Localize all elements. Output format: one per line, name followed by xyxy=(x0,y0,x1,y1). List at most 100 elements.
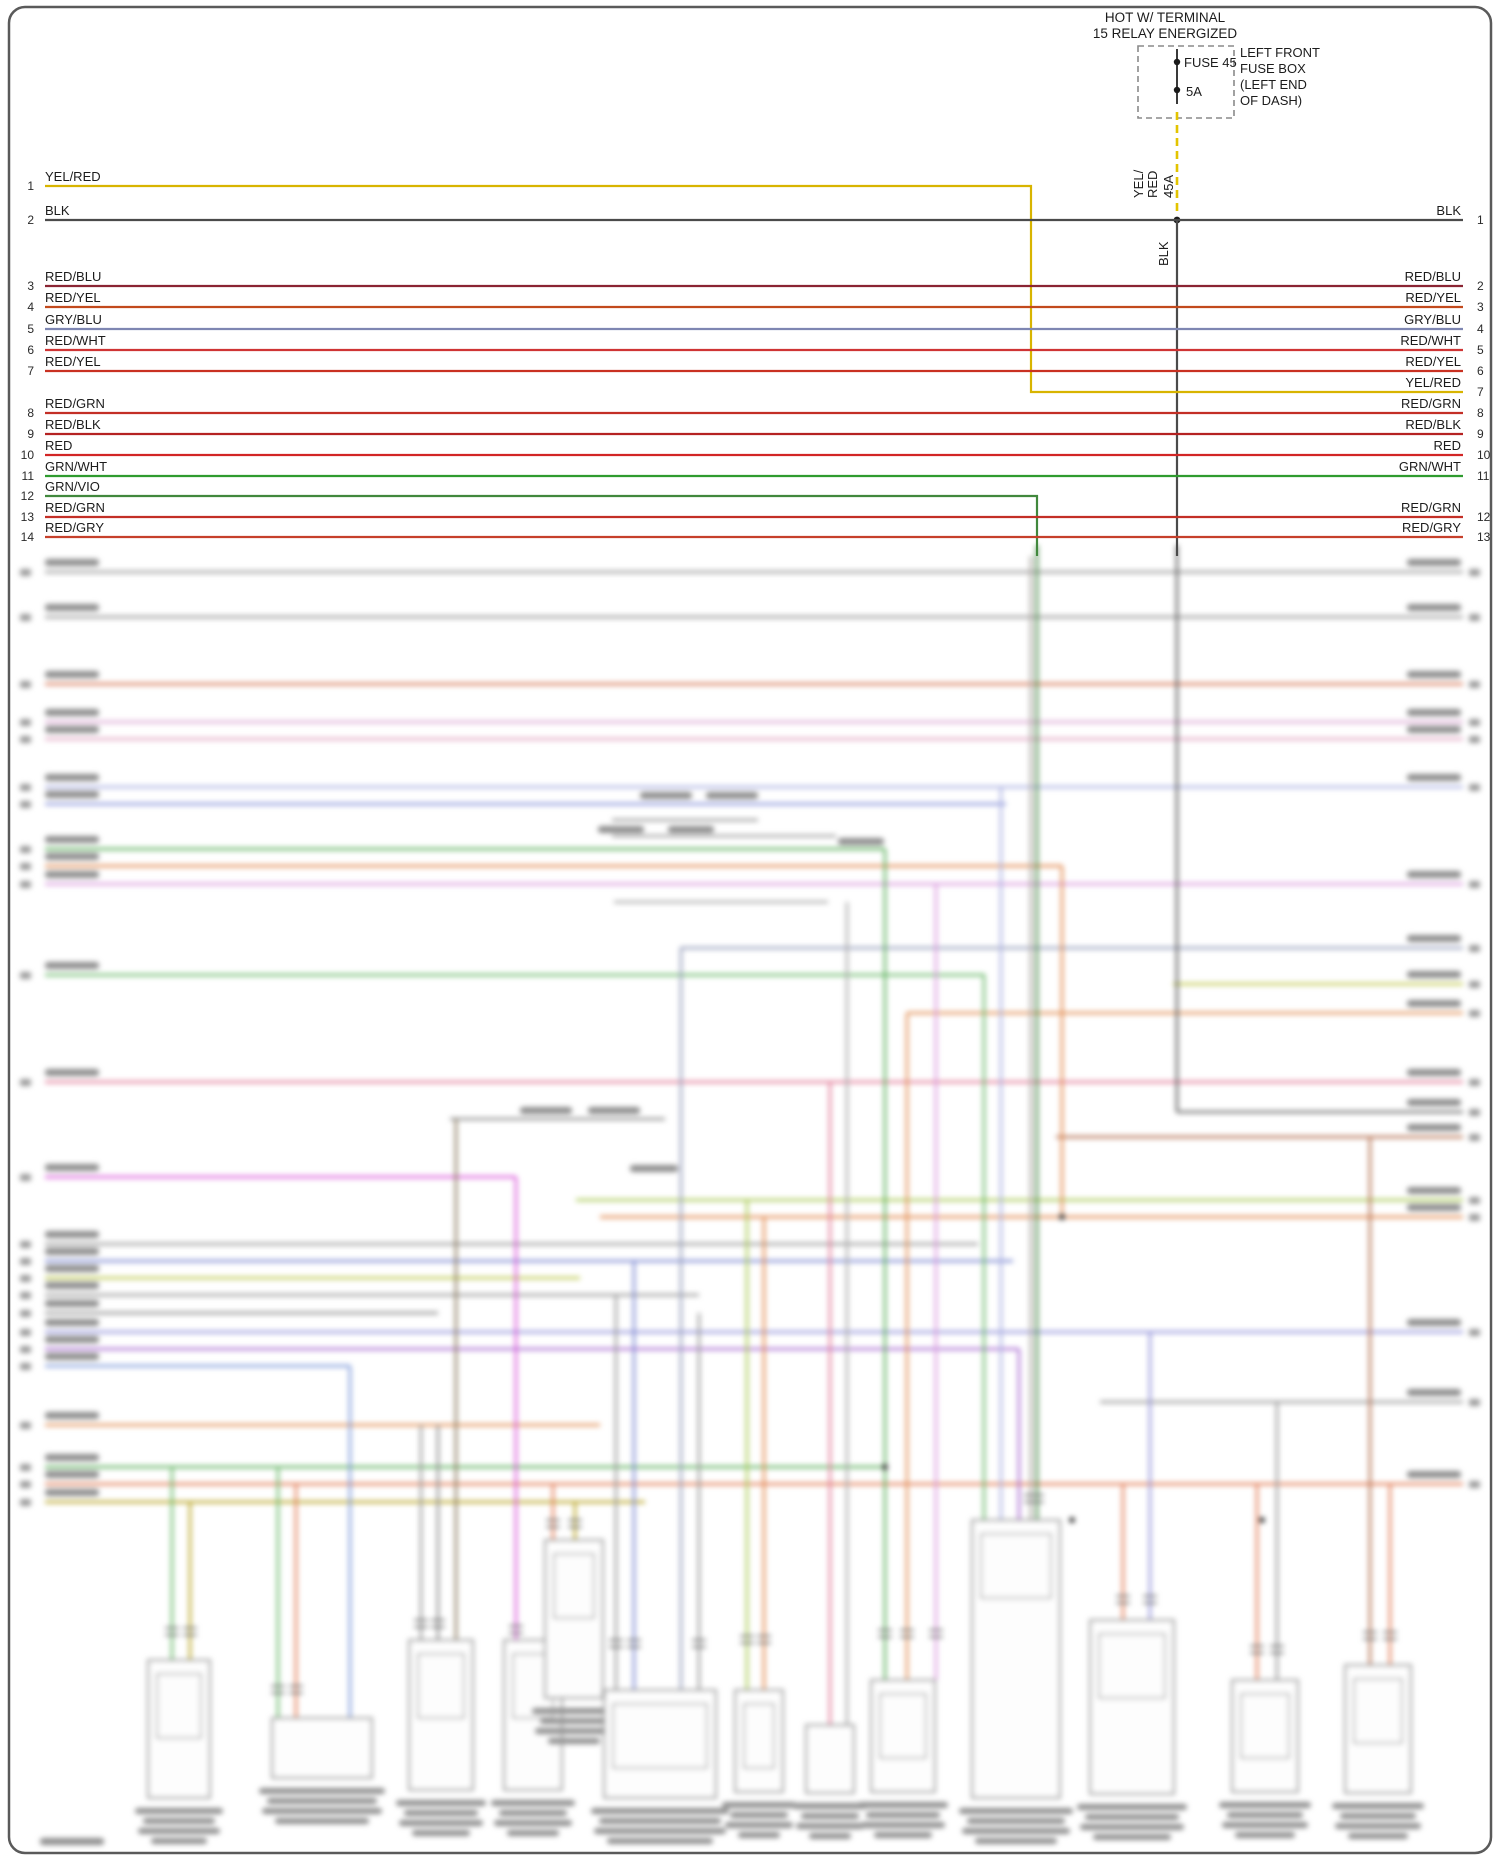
component-box xyxy=(544,1539,604,1699)
blurred-wire-label xyxy=(45,1489,99,1496)
blurred-label xyxy=(668,826,714,833)
wire-label-right: RED/GRY xyxy=(1402,520,1461,535)
blurred-wire-label xyxy=(45,604,99,611)
blurred-component-label xyxy=(259,1788,385,1794)
blurred-component-label xyxy=(1332,1803,1424,1809)
blurred-wire-label xyxy=(45,836,99,843)
blurred-component-label xyxy=(404,1810,478,1816)
blurred-wire-number xyxy=(20,1241,31,1248)
blurred-wire-label xyxy=(1407,709,1461,716)
blurred-wire-number xyxy=(20,1310,31,1317)
blurred-component-label xyxy=(1093,1834,1171,1840)
blurred-wire-label xyxy=(45,671,99,678)
wire-label-right: RED/BLK xyxy=(1405,417,1461,432)
wire-number-left: 14 xyxy=(21,530,35,544)
blurred-component-label xyxy=(499,1810,567,1816)
blurred-wire-label xyxy=(45,726,99,733)
blurred-wire-number xyxy=(20,1422,31,1429)
fusebox-label-line4: OF DASH) xyxy=(1240,93,1302,108)
blurred-component-label xyxy=(135,1808,223,1814)
component-inner-detail xyxy=(1240,1693,1290,1759)
blurred-wire-number xyxy=(20,1464,31,1471)
wire-label-left: GRN/WHT xyxy=(45,459,107,474)
blurred-component-label xyxy=(1340,1813,1416,1819)
blurred-component-label xyxy=(491,1800,575,1806)
blurred-component-label xyxy=(975,1838,1057,1844)
wire-number-left: 5 xyxy=(27,322,34,336)
component-box xyxy=(971,1519,1061,1799)
wire-number-right: 6 xyxy=(1477,364,1484,378)
blurred-wire-number xyxy=(20,784,31,791)
wire-label-left: RED xyxy=(45,438,72,453)
blurred-wire-number xyxy=(1469,736,1480,743)
blurred-component-label xyxy=(151,1838,207,1844)
wire-label-left: RED/BLU xyxy=(45,269,101,284)
blurred-component-label xyxy=(138,1828,220,1834)
blurred-wire-number xyxy=(20,1481,31,1488)
blurred-component-label xyxy=(793,1803,867,1809)
blurred-component-label xyxy=(507,1830,559,1836)
blurred-wire-label xyxy=(45,1319,99,1326)
blurred-component-label xyxy=(412,1830,470,1836)
blurred-component-label xyxy=(267,1798,377,1804)
blurred-label xyxy=(598,826,644,833)
junction-dot xyxy=(1059,1214,1065,1220)
blurred-wire-number xyxy=(20,972,31,979)
blurred-wire-number xyxy=(1469,1481,1480,1488)
component-inner-detail xyxy=(1098,1633,1166,1699)
blurred-component-label xyxy=(1227,1812,1303,1818)
feed-wire-label-line1: YEL/ xyxy=(1131,169,1146,198)
blurred-wire-number xyxy=(20,1292,31,1299)
blurred-wire-label xyxy=(45,1248,99,1255)
wire-label-left: RED/WHT xyxy=(45,333,106,348)
blurred-component-label xyxy=(967,1818,1065,1824)
component-box xyxy=(805,1724,855,1794)
blurred-wire-label xyxy=(45,1454,99,1461)
feed-wire-label-line2: RED xyxy=(1145,171,1160,198)
blurred-wire-label xyxy=(1407,559,1461,566)
blurred-component-label xyxy=(796,1823,864,1829)
blurred-wire-label xyxy=(1407,971,1461,978)
blurred-label xyxy=(40,1838,104,1845)
blurred-wire-number xyxy=(1469,1134,1480,1141)
blurred-component-label xyxy=(1222,1822,1308,1828)
wire-number-left: 7 xyxy=(27,364,34,378)
fusebox-label-line3: (LEFT END xyxy=(1240,77,1307,92)
blurred-label xyxy=(520,1107,572,1114)
blurred-component-label xyxy=(599,1818,721,1824)
blurred-wire-number xyxy=(1469,1399,1480,1406)
wire-number-left: 10 xyxy=(21,448,35,462)
blurred-wire-label xyxy=(45,791,99,798)
blurred-wire-number xyxy=(20,614,31,621)
junction-dot xyxy=(882,1464,888,1470)
blurred-wire-label xyxy=(1407,1099,1461,1106)
blurred-component-label xyxy=(532,1708,616,1714)
wire-number-left: 9 xyxy=(27,427,34,441)
blurred-component-label xyxy=(861,1822,945,1828)
blurred-component-label xyxy=(738,1832,780,1838)
blurred-wire-number xyxy=(1469,614,1480,621)
blurred-wire-label xyxy=(1407,1319,1461,1326)
ground-bus-label: BLK xyxy=(1156,241,1171,266)
hot-label-line1: HOT W/ TERMINAL xyxy=(1105,10,1226,25)
blurred-wire-number xyxy=(20,801,31,808)
wire-label-right: YEL/RED xyxy=(1405,375,1461,390)
blurred-component-label xyxy=(399,1820,483,1826)
blurred-label xyxy=(630,1165,678,1172)
blurred-wire-number xyxy=(1469,1079,1480,1086)
fuse-rating: 5A xyxy=(1186,84,1202,99)
blurred-component-label xyxy=(730,1812,788,1818)
blurred-wire-label xyxy=(45,1282,99,1289)
wire-number-left: 13 xyxy=(21,510,35,524)
wire-label-left: RED/GRN xyxy=(45,500,105,515)
blurred-wire-label xyxy=(45,1300,99,1307)
wire-yel-red xyxy=(45,184,1463,394)
wire-label-right: RED/YEL xyxy=(1405,290,1461,305)
wire-label-left: YEL/RED xyxy=(45,169,101,184)
wire-label-left: GRY/BLU xyxy=(45,312,102,327)
wire-number-left: 11 xyxy=(22,469,35,483)
blurred-component-label xyxy=(548,1738,600,1744)
blurred-component-label xyxy=(591,1808,729,1814)
